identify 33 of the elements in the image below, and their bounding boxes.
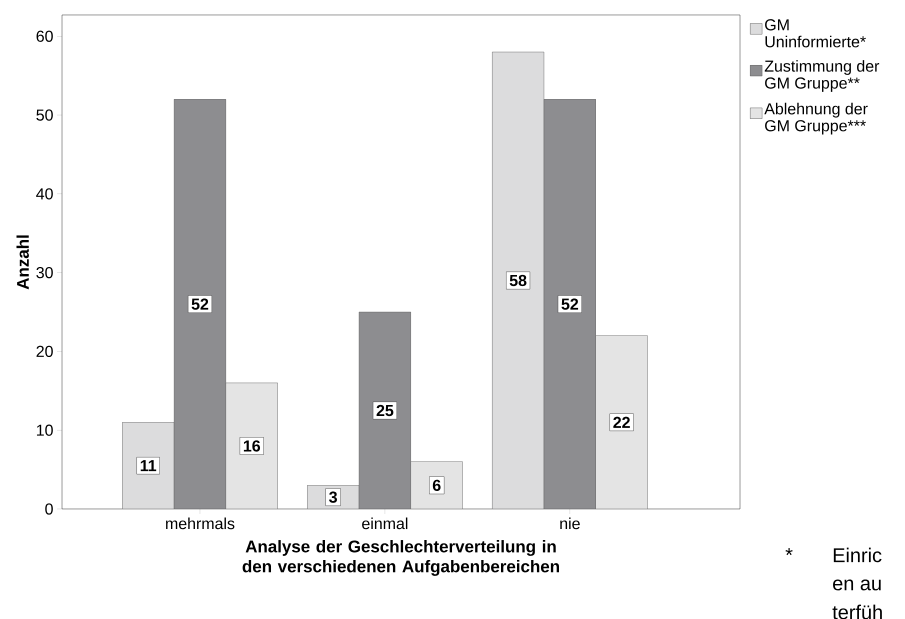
text: Einric — [834, 548, 882, 562]
data-label: 6 — [432, 480, 441, 491]
y-axis-title: Anzahl — [16, 235, 29, 290]
data-label: 52 — [561, 298, 578, 310]
data-label: 58 — [510, 274, 526, 286]
data-label: 16 — [244, 440, 260, 452]
bar — [174, 99, 226, 509]
data-label: 22 — [613, 416, 630, 428]
y-tick-label: 30 — [36, 266, 53, 278]
text: terfüh — [832, 604, 882, 619]
text: en au — [833, 580, 881, 590]
y-tick-label: 20 — [36, 346, 53, 358]
y-tick-label: 0 — [45, 503, 53, 515]
x-tick-label: nie — [560, 518, 580, 530]
bar — [492, 52, 544, 509]
y-tick-label: 10 — [36, 424, 53, 436]
bar — [358, 312, 412, 509]
y-tick-label: 50 — [36, 109, 53, 121]
x-tick-label: einmal — [362, 518, 408, 530]
legend-label: Ablehnung der GM Gruppe*** — [764, 102, 868, 135]
y-tick-label: 60 — [36, 30, 53, 42]
y-tick-label: 40 — [36, 188, 53, 200]
bar — [122, 422, 174, 509]
data-label: 25 — [376, 404, 394, 416]
x-axis-title: Analyse der Geschlechterverteilung in den verschiedenen Aufgabenbereichen — [242, 540, 559, 576]
data-label: 3 — [329, 492, 337, 503]
legend-label: GM Uninformierte* — [765, 19, 866, 48]
data-label: 52 — [192, 298, 208, 310]
data-label: 11 — [140, 460, 156, 472]
legend-label: Zustimmung der GM Gruppe** — [764, 60, 880, 92]
x-tick-label: mehrmals — [166, 518, 234, 530]
bar — [544, 99, 596, 509]
text: * — [786, 548, 793, 556]
